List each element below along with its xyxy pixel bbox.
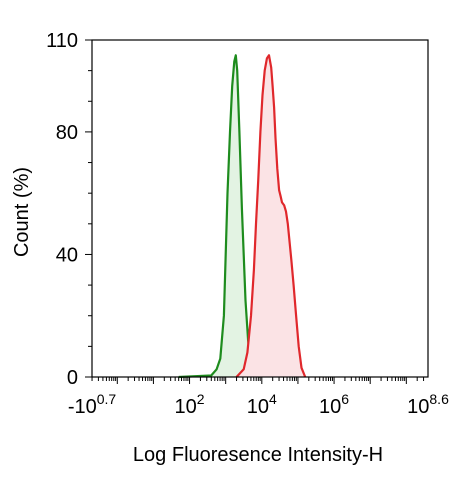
series-2-area	[236, 55, 306, 378]
series-1-area	[178, 55, 260, 378]
x-axis-title: Log Fluoresence Intensity-H	[133, 444, 383, 466]
y-tick-label: 40	[56, 244, 78, 266]
series-layer	[178, 54, 307, 379]
x-tick-label: -100.7	[68, 391, 117, 418]
y-tick-label: 110	[46, 30, 78, 52]
series-1-line	[178, 54, 261, 379]
series-2-line	[235, 54, 307, 378]
axes-layer: 0 40 80 110 -100.7 102 104 106 108.6	[46, 30, 449, 418]
x-tick-label: 108.6	[407, 391, 449, 418]
y-axis-title: Count (%)	[11, 167, 33, 257]
y-tick-label: 80	[56, 122, 78, 144]
x-tick-label: 102	[175, 391, 205, 418]
x-tick-label: 104	[247, 391, 277, 418]
x-tick-label: 106	[319, 391, 349, 418]
y-tick-label: 0	[67, 367, 78, 389]
